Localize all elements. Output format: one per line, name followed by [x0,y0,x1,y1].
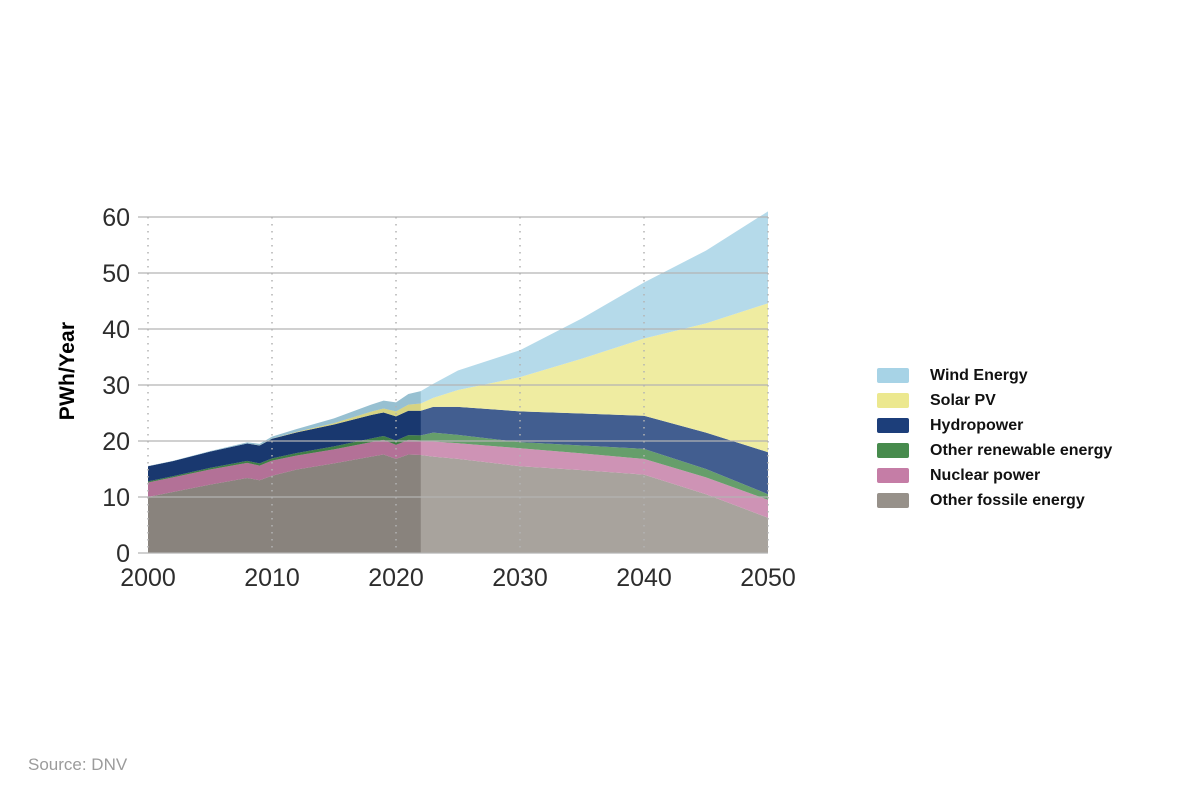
forecast-shading [420,211,768,553]
x-tick-2030: 2030 [492,564,548,592]
legend-label-other-fossile-energy: Other fossile energy [930,492,1085,509]
legend-item-other-fossile-energy: Other fossile energy [877,492,1112,509]
legend-item-nuclear-power: Nuclear power [877,467,1112,484]
y-tick-30: 30 [102,372,130,400]
x-tick-2000: 2000 [120,564,176,592]
y-tick-0: 0 [116,540,130,568]
chart-legend: Wind Energy Solar PV Hydropower Other renew… [877,367,1113,509]
y-tick-50: 50 [102,260,130,288]
legend-swatch-solar-pv [877,393,909,408]
area-other-fossile-energy [148,454,768,553]
vertical-gridlines [147,217,769,553]
y-tick-60: 60 [102,204,130,232]
y-tick-10: 10 [102,484,130,512]
period-overlays [148,211,768,553]
legend-swatch-nuclear-power [877,468,909,483]
area-other-renewable-energy [148,432,768,500]
x-tick-2050: 2050 [740,564,796,592]
legend-item-hydropower: Hydropower [877,417,1112,434]
y-tick-40: 40 [102,316,130,344]
x-tick-2020: 2020 [368,564,424,592]
legend-swatch-wind-energy [877,368,909,383]
y-tick-20: 20 [102,428,130,456]
legend-swatch-hydropower [877,418,909,433]
area-nuclear-power [148,439,768,518]
legend-swatch-other-renewable-energy [877,443,909,458]
legend-label-solar-pv: Solar PV [930,392,996,409]
legend-label-nuclear-power: Nuclear power [930,467,1041,484]
legend-item-wind-energy: Wind Energy [877,367,1112,384]
legend-label-other-renewable-energy: Other renewable energy [930,442,1113,459]
legend-swatch-other-fossile-energy [877,493,909,508]
x-tick-2040: 2040 [616,564,672,592]
area-hydropower [148,406,768,495]
legend-label-wind-energy: Wind Energy [930,367,1028,384]
x-tick-2010: 2010 [244,564,300,592]
horizontal-gridlines [138,216,768,554]
x-tick-labels: 2000 2010 2020 2030 2040 2050 [120,564,796,592]
y-tick-labels: 0 10 20 30 40 50 60 [102,204,130,568]
source-note: Source: DNV [28,755,128,774]
legend-item-solar-pv: Solar PV [877,392,1112,409]
legend-label-hydropower: Hydropower [930,417,1024,434]
legend-item-other-renewable-energy: Other renewable energy [877,442,1113,459]
historical-shading [148,211,421,553]
